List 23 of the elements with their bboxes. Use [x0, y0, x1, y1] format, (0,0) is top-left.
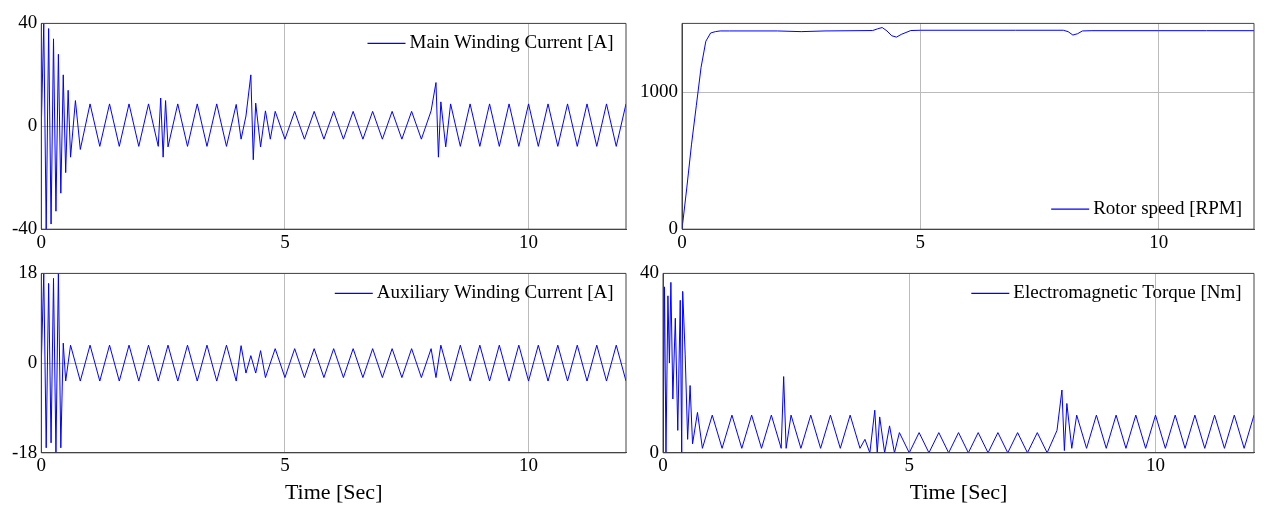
y-tick-label: 18	[18, 261, 38, 283]
y-tick-label: 40	[18, 11, 38, 33]
x-tick-label: 10	[1146, 454, 1165, 476]
x-tick-label: 5	[280, 454, 290, 476]
y-tick-label: 0	[27, 114, 38, 136]
y-tick-label: 1000	[640, 79, 678, 101]
x-tick-label: 5	[280, 230, 290, 252]
legend-label: Auxiliary Winding Current [A]	[376, 281, 614, 303]
y-tick-label: 40	[640, 261, 659, 283]
x-tick-label: 10	[1149, 230, 1169, 252]
x-axis-title: Time [Sec]	[284, 478, 383, 504]
x-tick-label: 5	[915, 230, 926, 252]
y-tick-label: 0	[27, 351, 38, 373]
legend-label: Electromagnetic Torque [Nm]	[1013, 281, 1242, 303]
x-tick-label: 10	[519, 230, 539, 252]
y-tick-label: 0	[649, 440, 659, 462]
y-tick-label: -40	[12, 217, 38, 239]
legend-label: Main Winding Current [A]	[409, 31, 614, 53]
x-tick-label: 5	[904, 454, 914, 476]
x-tick-label: 10	[519, 454, 539, 476]
y-tick-label: -18	[12, 440, 38, 462]
legend-label: Rotor speed [RPM]	[1093, 197, 1242, 219]
x-axis-title: Time [Sec]	[909, 478, 1008, 504]
